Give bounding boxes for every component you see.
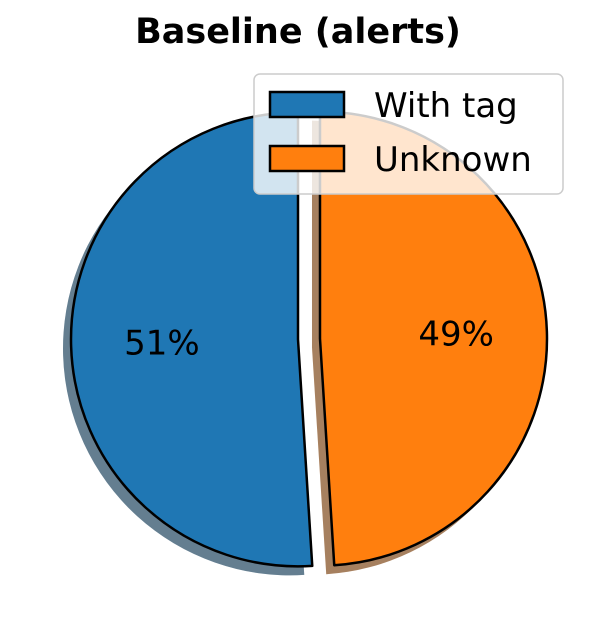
legend: With tag Unknown xyxy=(253,73,564,195)
pie-slice-with-tag xyxy=(69,111,314,568)
legend-swatch-unknown xyxy=(268,144,346,173)
pie-slices xyxy=(69,110,549,568)
pie-label-with-tag: 51% xyxy=(124,324,200,364)
pie-label-unknown: 49% xyxy=(418,314,494,354)
legend-label-unknown: Unknown xyxy=(374,140,532,180)
legend-swatch-with-tag xyxy=(268,90,346,119)
legend-label-with-tag: With tag xyxy=(374,86,518,126)
chart-title: Baseline (alerts) xyxy=(135,12,461,52)
pie-percentage-labels: 51% 49% xyxy=(124,314,494,363)
